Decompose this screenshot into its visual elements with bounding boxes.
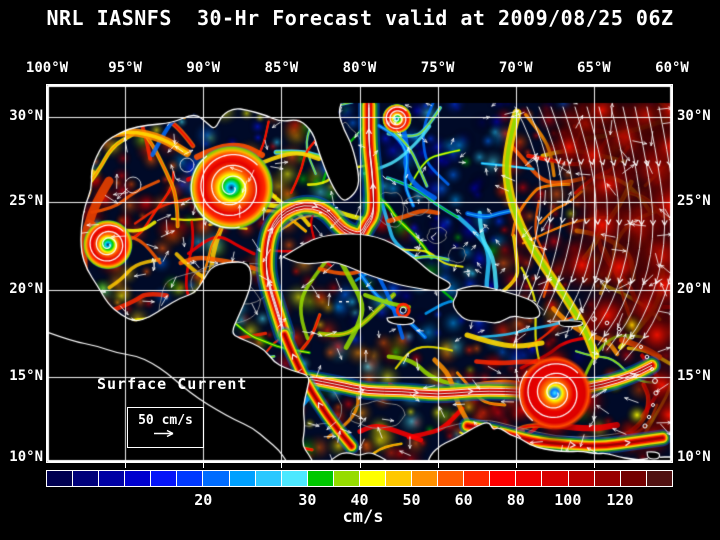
colorbar-segment [516, 471, 542, 486]
lat-tick-label-left: 10°N [9, 449, 43, 465]
colorbar-segment [73, 471, 99, 486]
colorbar-segment [464, 471, 490, 486]
reference-vector-box: 50 cm/s [127, 407, 204, 448]
colorbar-segment [490, 471, 516, 486]
colorbar-segment [125, 471, 151, 486]
colorbar-tick-label: 120 [606, 491, 634, 509]
bottom-frame-tick [281, 463, 283, 468]
lat-tick-label-left: 20°N [9, 281, 43, 297]
colorbar-tick-label: 80 [506, 491, 525, 509]
colorbar-units: cm/s [342, 507, 384, 527]
colorbar-segment [568, 471, 594, 486]
bottom-frame-tick [125, 463, 127, 468]
map-frame: Surface Current 50 cm/s [46, 84, 673, 463]
lat-tick-label-right: 20°N [677, 281, 711, 297]
colorbar-segment [594, 471, 620, 486]
colorbar-segment [47, 471, 73, 486]
colorbar-tick-label: 30 [298, 491, 317, 509]
lat-tick-label-left: 25°N [9, 193, 43, 209]
colorbar-segment [255, 471, 281, 486]
colorbar-tick-label: 20 [194, 491, 213, 509]
colorbar-tick-label: 50 [402, 491, 421, 509]
colorbar-segment [620, 471, 646, 486]
lon-tick-label: 65°W [577, 60, 611, 76]
colorbar-tick-label: 100 [554, 491, 582, 509]
lon-tick-label: 85°W [264, 60, 299, 76]
surface-current-map [47, 85, 672, 462]
colorbar [46, 470, 673, 487]
colorbar-segment [203, 471, 229, 486]
colorbar-segment [412, 471, 438, 486]
bottom-frame-tick [515, 463, 517, 468]
lat-tick-label-left: 30°N [9, 108, 43, 124]
bottom-frame-tick [593, 463, 595, 468]
colorbar-segment [386, 471, 412, 486]
bottom-frame-tick [437, 463, 439, 468]
colorbar-segment [99, 471, 125, 486]
colorbar-segment [333, 471, 359, 486]
colorbar-segment [229, 471, 255, 486]
colorbar-segment [281, 471, 307, 486]
colorbar-segment [646, 471, 672, 486]
bottom-frame-tick [359, 463, 361, 468]
lat-tick-label-right: 30°N [677, 108, 711, 124]
lon-tick-label: 70°W [498, 60, 533, 76]
colorbar-segment [151, 471, 177, 486]
lon-tick-label: 60°W [655, 60, 689, 76]
colorbar-segment [177, 471, 203, 486]
reference-vector-label: 50 cm/s [138, 413, 193, 428]
bottom-frame-tick [203, 463, 205, 468]
lat-tick-label-right: 10°N [677, 449, 711, 465]
lon-tick-label: 95°W [108, 60, 142, 76]
reference-arrow-icon [153, 429, 173, 438]
lat-tick-label-right: 25°N [677, 193, 711, 209]
lon-tick-label: 75°W [420, 60, 455, 76]
lon-tick-label: 100°W [25, 60, 69, 76]
lat-tick-label-right: 15°N [677, 368, 711, 384]
lon-tick-label: 90°W [186, 60, 221, 76]
lat-tick-label-left: 15°N [9, 368, 43, 384]
lon-tick-label: 80°W [342, 60, 377, 76]
page-title: NRL IASNFS 30-Hr Forecast valid at 2009/… [46, 6, 674, 30]
colorbar-tick-label: 60 [454, 491, 473, 509]
colorbar-tick-label: 40 [350, 491, 369, 509]
colorbar-segment [438, 471, 464, 486]
colorbar-segment [307, 471, 333, 486]
field-label: Surface Current [97, 375, 248, 393]
colorbar-segment [542, 471, 568, 486]
colorbar-segment [359, 471, 386, 486]
